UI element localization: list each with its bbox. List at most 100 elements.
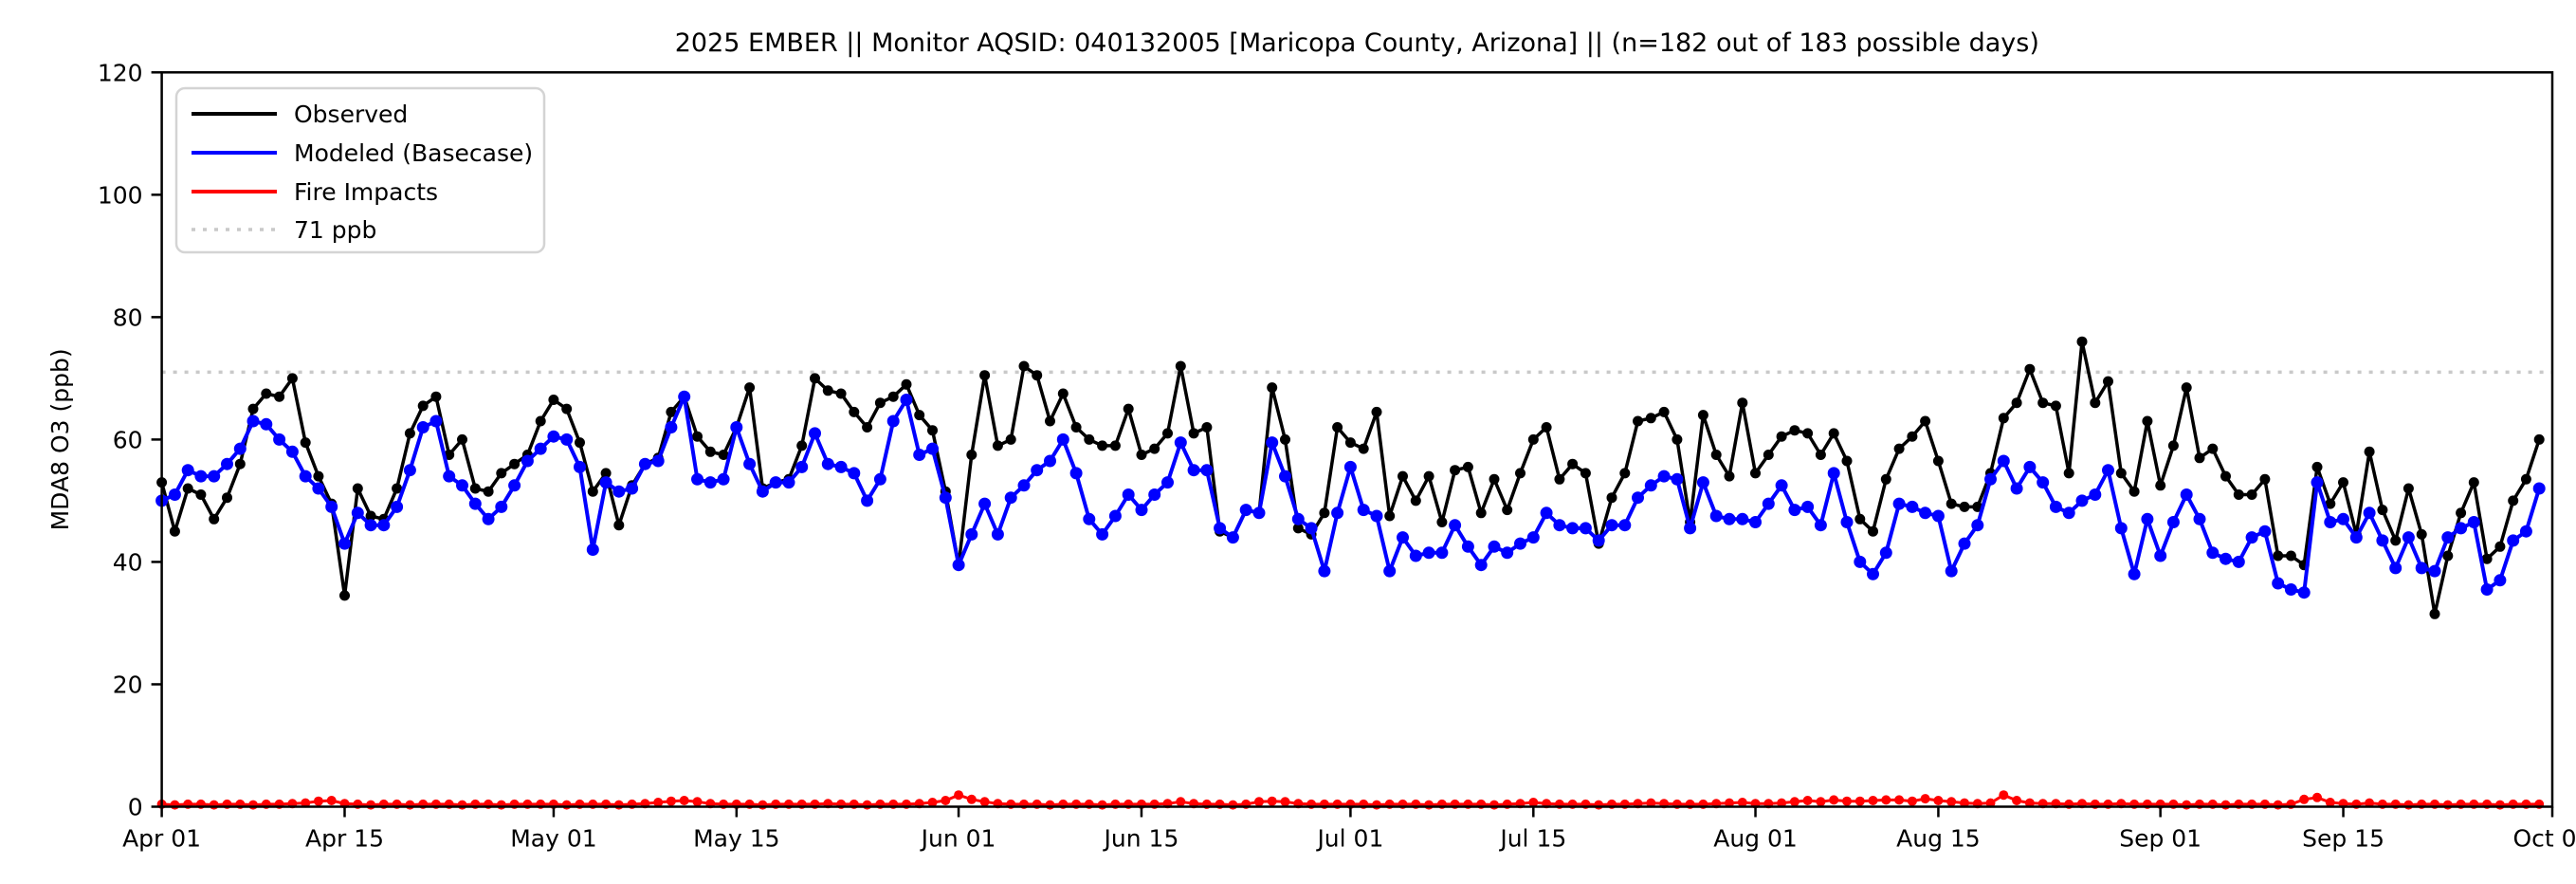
data-point — [2467, 516, 2480, 528]
chart-title: 2025 EMBER || Monitor AQSID: 040132005 [… — [675, 28, 2039, 58]
data-series-layer — [155, 336, 2546, 810]
data-point — [1554, 473, 1565, 485]
data-point — [1854, 555, 1867, 568]
data-point — [2075, 494, 2089, 507]
data-point — [561, 403, 573, 414]
data-point — [366, 800, 376, 810]
data-point — [2480, 583, 2494, 596]
data-point — [927, 798, 938, 807]
legend-box: Observed Modeled (Basecase) Fire Impacts… — [174, 86, 546, 254]
data-point — [1814, 519, 1827, 532]
data-point — [2284, 583, 2297, 596]
data-point — [1045, 800, 1055, 810]
legend-frame — [174, 86, 546, 254]
y-tick-label: 120 — [98, 59, 143, 86]
data-point — [926, 442, 939, 455]
data-point — [862, 422, 873, 433]
o3-timeseries-chart: 2025 EMBER || Monitor AQSID: 040132005 [… — [46, 28, 2576, 853]
data-point — [613, 520, 625, 531]
data-point — [2481, 553, 2493, 564]
data-point — [887, 391, 899, 402]
data-point — [1868, 525, 1878, 537]
data-point — [1789, 425, 1800, 436]
data-point — [1475, 507, 1487, 519]
data-point — [2311, 476, 2324, 489]
data-point — [665, 421, 678, 433]
data-point — [1697, 410, 1708, 421]
data-point — [1005, 433, 1016, 445]
data-point — [1018, 360, 1030, 372]
data-point — [1527, 433, 1539, 445]
data-point — [1069, 467, 1083, 480]
legend-label-observed: Observed — [294, 101, 408, 128]
data-point — [1515, 468, 1526, 479]
data-point — [2311, 461, 2323, 472]
data-point — [443, 470, 456, 483]
data-point — [299, 470, 312, 483]
data-point — [2181, 382, 2192, 394]
data-point — [2325, 498, 2336, 509]
data-point — [1775, 479, 1788, 492]
data-point — [718, 450, 729, 460]
data-point — [416, 421, 429, 433]
data-point — [339, 590, 350, 601]
data-point — [692, 797, 703, 807]
data-point — [1945, 564, 1958, 578]
data-point — [1450, 465, 1461, 476]
x-tick-label: Apr 15 — [305, 825, 384, 853]
data-point — [2114, 522, 2128, 535]
data-point — [966, 794, 977, 804]
data-point — [901, 378, 912, 390]
data-point — [2365, 798, 2375, 808]
data-point — [758, 800, 768, 810]
data-point — [1398, 470, 1408, 482]
data-point — [2207, 443, 2219, 454]
data-point — [1906, 500, 1919, 513]
data-point — [1149, 443, 1160, 454]
data-point — [2245, 531, 2258, 544]
data-point — [1931, 509, 1945, 523]
data-point — [1502, 505, 1513, 516]
data-point — [2010, 482, 2023, 495]
y-tick-label: 40 — [113, 548, 143, 576]
y-tick-label: 20 — [113, 671, 143, 698]
data-point — [1422, 546, 1435, 560]
data-point — [468, 497, 482, 510]
data-point — [678, 390, 691, 403]
data-point — [744, 382, 756, 394]
y-tick-label: 80 — [113, 304, 143, 331]
data-point — [1958, 537, 1971, 550]
data-point — [1474, 559, 1488, 572]
data-point — [1802, 428, 1814, 439]
data-point — [704, 446, 716, 457]
data-point — [861, 494, 874, 507]
x-tick-label: Sep 15 — [2302, 825, 2384, 853]
data-point — [626, 482, 639, 495]
data-point — [848, 467, 861, 480]
data-point — [2102, 464, 2114, 477]
data-point — [679, 796, 689, 805]
data-point — [2285, 550, 2296, 562]
data-point — [2415, 562, 2428, 575]
data-point — [1188, 428, 1199, 439]
data-point — [587, 486, 598, 497]
data-point — [1946, 797, 1957, 807]
data-point — [1056, 433, 1069, 446]
data-point — [1725, 798, 1734, 808]
data-point — [1881, 795, 1891, 805]
data-point — [1892, 497, 1906, 510]
x-tick-label: May 01 — [510, 825, 596, 853]
data-point — [2441, 531, 2455, 544]
data-point — [1801, 500, 1815, 513]
data-point — [600, 468, 612, 479]
data-point — [285, 445, 299, 458]
data-point — [782, 476, 795, 489]
data-point — [1879, 546, 1892, 560]
data-point — [1526, 531, 1540, 544]
data-point — [1109, 440, 1121, 451]
data-point — [521, 454, 534, 468]
data-point — [2312, 792, 2322, 802]
data-point — [352, 483, 363, 494]
data-point — [1749, 516, 1762, 528]
data-point — [1305, 522, 1318, 535]
